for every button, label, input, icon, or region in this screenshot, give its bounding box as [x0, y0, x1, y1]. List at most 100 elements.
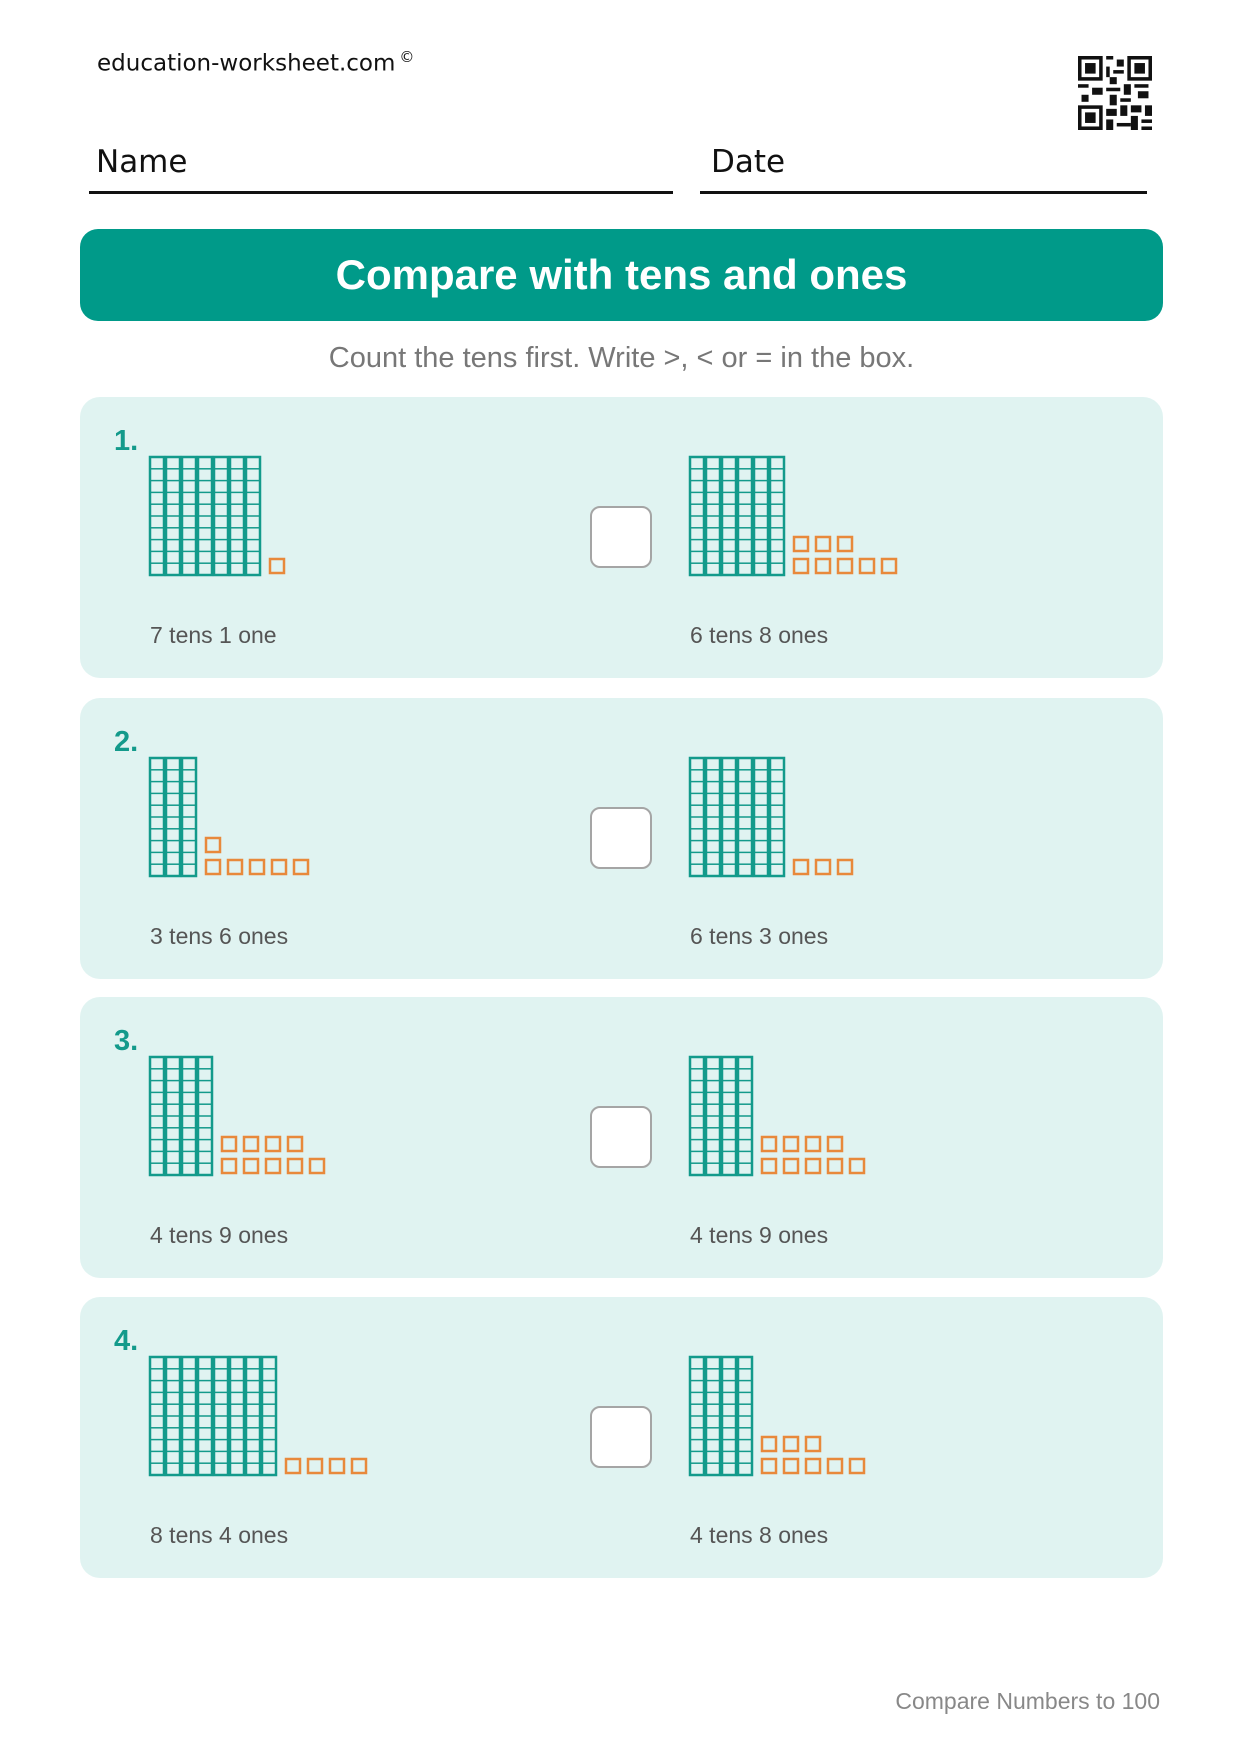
- left-number-model: 8 tens 4 ones: [80, 1297, 480, 1578]
- ones-cube: [782, 1135, 800, 1153]
- tens-rod: [228, 1355, 246, 1477]
- ones-cube: [242, 1157, 260, 1175]
- tens-rod: [688, 455, 706, 577]
- ones-cube: [306, 1457, 324, 1475]
- ones-cube: [286, 1135, 304, 1153]
- ones-cube: [760, 1457, 778, 1475]
- ones-cube: [880, 557, 898, 575]
- tens-rod: [752, 756, 770, 878]
- base-ten-blocks: [148, 455, 286, 577]
- ones-cube: [814, 535, 832, 553]
- ones-cube: [826, 1135, 844, 1153]
- tens-rod: [720, 455, 738, 577]
- tens-rod: [164, 455, 182, 577]
- ones-cube: [220, 1135, 238, 1153]
- problem-card: 3. 4 tens 9 ones 4 tens 9 ones: [80, 997, 1163, 1278]
- ones-cube: [848, 1157, 866, 1175]
- tens-rod: [720, 1055, 738, 1177]
- left-caption: 4 tens 9 ones: [150, 1222, 289, 1248]
- problem-number: 2.: [114, 726, 139, 758]
- tens-rod: [148, 1355, 166, 1477]
- ones-cube: [248, 858, 266, 876]
- ones-cube: [292, 858, 310, 876]
- ones-cube: [782, 1457, 800, 1475]
- right-caption: 6 tens 8 ones: [690, 622, 829, 648]
- title-banner: Compare with tens and ones: [80, 229, 1163, 321]
- date-line[interactable]: [700, 191, 1147, 194]
- ones-cube: [814, 557, 832, 575]
- tens-rod: [736, 1055, 754, 1177]
- tens-rod: [180, 1055, 198, 1177]
- page-title: Compare with tens and ones: [335, 251, 908, 298]
- left-caption: 3 tens 6 ones: [150, 923, 289, 949]
- ones-cube: [836, 557, 854, 575]
- copyright-symbol: ©: [399, 48, 415, 66]
- tens-rod: [704, 756, 722, 878]
- tens-rod: [196, 1055, 214, 1177]
- ones-cube: [792, 535, 810, 553]
- ones-cube: [782, 1157, 800, 1175]
- answer-box[interactable]: [590, 807, 652, 869]
- left-caption: 8 tens 4 ones: [150, 1522, 289, 1548]
- base-ten-blocks: [688, 1355, 866, 1477]
- ones-cube: [760, 1435, 778, 1453]
- right-number-model: 4 tens 9 ones: [620, 997, 1020, 1278]
- tens-rod: [196, 455, 214, 577]
- tens-rod: [704, 455, 722, 577]
- base-ten-blocks: [688, 756, 854, 878]
- ones-cube: [836, 858, 854, 876]
- ones-cube: [826, 1157, 844, 1175]
- base-ten-blocks: [148, 756, 310, 878]
- base-ten-blocks: [688, 1055, 866, 1177]
- tens-rod: [244, 455, 262, 577]
- tens-rod: [180, 455, 198, 577]
- tens-rod: [244, 1355, 262, 1477]
- tens-rod: [720, 1355, 738, 1477]
- ones-cube: [268, 557, 286, 575]
- tens-rod: [228, 455, 246, 577]
- right-number-model: 6 tens 8 ones: [620, 397, 1020, 678]
- tens-rod: [148, 756, 166, 878]
- tens-rod: [164, 756, 182, 878]
- qr-code-icon: [1078, 56, 1152, 130]
- tens-rod: [688, 756, 706, 878]
- answer-box[interactable]: [590, 1406, 652, 1468]
- tens-rod: [180, 756, 198, 878]
- right-caption: 4 tens 8 ones: [690, 1522, 829, 1548]
- right-caption: 4 tens 9 ones: [690, 1222, 829, 1248]
- name-line[interactable]: [89, 191, 673, 194]
- problem-number: 3.: [114, 1025, 139, 1057]
- problem-card: 2. 3 tens 6 ones 6 tens 3 ones: [80, 698, 1163, 979]
- ones-cube: [836, 535, 854, 553]
- tens-rod: [148, 1055, 166, 1177]
- tens-rod: [164, 1355, 182, 1477]
- base-ten-blocks: [148, 1355, 368, 1477]
- tens-rod: [768, 455, 786, 577]
- ones-cube: [350, 1457, 368, 1475]
- ones-cube: [858, 557, 876, 575]
- ones-cube: [220, 1157, 238, 1175]
- ones-cube: [848, 1457, 866, 1475]
- ones-cube: [804, 1435, 822, 1453]
- tens-rod: [736, 756, 754, 878]
- right-caption: 6 tens 3 ones: [690, 923, 829, 949]
- left-caption: 7 tens 1 one: [150, 622, 277, 648]
- tens-rod: [704, 1055, 722, 1177]
- ones-cube: [804, 1135, 822, 1153]
- ones-cube: [242, 1135, 260, 1153]
- problem-number: 4.: [114, 1325, 139, 1357]
- ones-cube: [782, 1435, 800, 1453]
- problem-card: 1. 7 tens 1 one 6 tens 8 ones: [80, 397, 1163, 678]
- answer-box[interactable]: [590, 1106, 652, 1168]
- answer-box[interactable]: [590, 506, 652, 568]
- tens-rod: [688, 1055, 706, 1177]
- left-number-model: 4 tens 9 ones: [80, 997, 480, 1278]
- tens-rod: [768, 756, 786, 878]
- ones-cube: [284, 1457, 302, 1475]
- ones-cube: [226, 858, 244, 876]
- site-name: education-worksheet.com ©: [97, 48, 414, 77]
- tens-rod: [180, 1355, 198, 1477]
- ones-cube: [270, 858, 288, 876]
- ones-cube: [792, 858, 810, 876]
- tens-rod: [164, 1055, 182, 1177]
